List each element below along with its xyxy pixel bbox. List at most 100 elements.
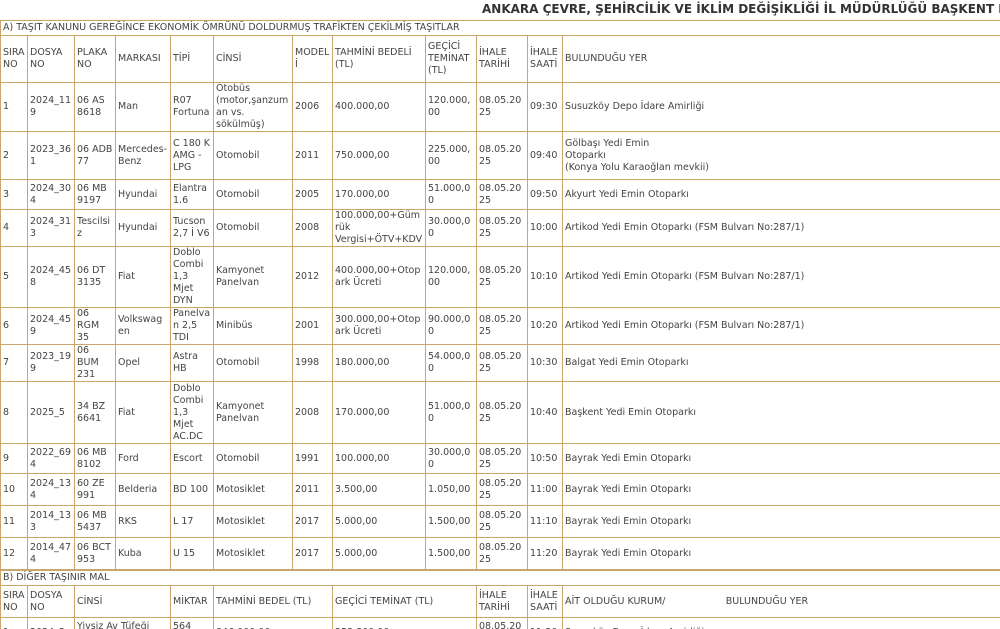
cell: RKS bbox=[115, 505, 171, 538]
cell: 08.05.2025 bbox=[476, 307, 528, 345]
cell: Belderia bbox=[115, 473, 171, 506]
cell: 08.05.2025 bbox=[476, 537, 528, 570]
data-row: 10 2024_134 60 ZE 991 Belderia BD 100 Motosik… bbox=[0, 473, 1000, 506]
cell: 1 bbox=[0, 82, 28, 132]
cell: 180.000,00 bbox=[332, 344, 426, 382]
column-header: MARKASI bbox=[115, 35, 171, 83]
column-header: TİPİ bbox=[170, 35, 214, 83]
cell: Yivsiz Av Tüfeği (2.el) bbox=[74, 617, 171, 629]
cell: 2022_694 bbox=[27, 443, 75, 474]
cell: Minibüs bbox=[213, 307, 293, 345]
cell: 34 BZ 6641 bbox=[74, 381, 116, 444]
cell: 11:20 bbox=[527, 537, 563, 570]
cell: 2008 bbox=[292, 209, 333, 247]
cell: 5.000,00 bbox=[332, 505, 426, 538]
cell: Kamyonet Panelvan bbox=[213, 246, 293, 308]
cell: 8 bbox=[0, 381, 28, 444]
cell: 11:00 bbox=[527, 473, 563, 506]
cell: Man bbox=[115, 82, 171, 132]
section-table: B) DİĞER TAŞINIR MAL SIRA NO DOSYA NO CİNSİ… bbox=[0, 570, 1000, 629]
cell: 2014_474 bbox=[27, 537, 75, 570]
cell: 564 adet bbox=[170, 617, 214, 629]
column-header: CİNSİ bbox=[74, 585, 171, 618]
cell: Motosiklet bbox=[213, 505, 293, 538]
cell: 30.000,00 bbox=[425, 209, 477, 247]
cell: 06 AS 8618 bbox=[74, 82, 116, 132]
cell: 10:30 bbox=[527, 344, 563, 382]
cell: Akyurt Yedi Emin Otoparkı bbox=[561, 179, 1000, 210]
cell: Artikod Yedi Emin Otoparkı (FSM Bulvarı … bbox=[561, 209, 1000, 247]
section-title: A) TAŞIT KANUNU GEREĞİNCE EKONOMİK ÖMRÜN… bbox=[0, 20, 1000, 36]
cell: Opel bbox=[115, 344, 171, 382]
cell: 2024_2 bbox=[27, 617, 75, 629]
cell: 2025_5 bbox=[27, 381, 75, 444]
cell: 7 bbox=[0, 344, 28, 382]
cell: 2024_459 bbox=[27, 307, 75, 345]
cell: 2017 bbox=[292, 537, 333, 570]
cell: 06 DT 3135 bbox=[74, 246, 116, 308]
cell: Susuzköy Depo İdare Amirliği bbox=[561, 82, 1000, 132]
cell: Kuba bbox=[115, 537, 171, 570]
cell: Artikod Yedi Emin Otoparkı (FSM Bulvarı … bbox=[561, 246, 1000, 308]
cell: 11:10 bbox=[527, 505, 563, 538]
column-header: PLAKA NO bbox=[74, 35, 116, 83]
cell: Panelvan 2,5 TDI bbox=[170, 307, 214, 345]
cell: Bayrak Yedi Emin Otoparkı bbox=[561, 443, 1000, 474]
cell: 08.05.2025 bbox=[476, 617, 528, 629]
data-row: 2 2023_361 06 ADB 77 Mercedes-Benz C 180 K A… bbox=[0, 131, 1000, 180]
cell: 1.500,00 bbox=[425, 537, 477, 570]
cell: 09:50 bbox=[527, 179, 563, 210]
cell: Motosiklet bbox=[213, 473, 293, 506]
cell: 1.050,00 bbox=[425, 473, 477, 506]
section-table: A) TAŞIT KANUNU GEREĞİNCE EKONOMİK ÖMRÜN… bbox=[0, 20, 1000, 570]
cell: 2011 bbox=[292, 131, 333, 180]
cell: 4 bbox=[0, 209, 28, 247]
cell: 2024_134 bbox=[27, 473, 75, 506]
cell: Doblo Combi 1,3 Mjet DYN bbox=[170, 246, 214, 308]
cell: 6 bbox=[0, 307, 28, 345]
cell: 2012 bbox=[292, 246, 333, 308]
cell: 100.000,00+Gümrük Vergisi+ÖTV+KDV bbox=[332, 209, 426, 247]
cell: Hyundai bbox=[115, 179, 171, 210]
data-row: 5 2024_458 06 DT 3135 Fiat Doblo Combi 1,3 M… bbox=[0, 246, 1000, 308]
cell: 06 MB 9197 bbox=[74, 179, 116, 210]
cell: 2024_458 bbox=[27, 246, 75, 308]
column-header: İHALE SAATİ bbox=[527, 585, 563, 618]
cell: 2023_199 bbox=[27, 344, 75, 382]
data-row: 7 2023_199 06 BUM 231 Opel Astra HB Otomobil 1… bbox=[0, 344, 1000, 382]
cell: Otobüs (motor,şanzuman vs. sökülmüş) bbox=[213, 82, 293, 132]
cell: 10:40 bbox=[527, 381, 563, 444]
cell: 06 RGM 35 bbox=[74, 307, 116, 345]
cell: 11:30 bbox=[527, 617, 563, 629]
column-header: İHALE TARİHİ bbox=[476, 35, 528, 83]
cell: Fiat bbox=[115, 246, 171, 308]
cell: 1991 bbox=[292, 443, 333, 474]
cell: 100.000,00 bbox=[332, 443, 426, 474]
cell: 1 bbox=[0, 617, 28, 629]
cell: Escort bbox=[170, 443, 214, 474]
cell: 08.05.2025 bbox=[476, 344, 528, 382]
header-row: SIRA NO DOSYA NO PLAKA NO MARKASI TİPİ CİNSİ M… bbox=[0, 35, 1000, 83]
header-row: SIRA NO DOSYA NO CİNSİ MİKTAR TAHMİNİ BEDEL … bbox=[0, 585, 1000, 618]
cell: Mercedes-Benz bbox=[115, 131, 171, 180]
cell: 225.000,00 bbox=[425, 131, 477, 180]
cell: 10 bbox=[0, 473, 28, 506]
column-header: GEÇİCİ TEMİNAT (TL) bbox=[425, 35, 477, 83]
column-header: TAHMİNİ BEDEL (TL) bbox=[213, 585, 333, 618]
cell: 10:50 bbox=[527, 443, 563, 474]
cell: 06 BUM 231 bbox=[74, 344, 116, 382]
cell: 54.000,00 bbox=[425, 344, 477, 382]
data-row: 8 2025_5 34 BZ 6641 Fiat Doblo Combi 1,3 Mje… bbox=[0, 381, 1000, 444]
cell: 3.500,00 bbox=[332, 473, 426, 506]
cell: Kamyonet Panelvan bbox=[213, 381, 293, 444]
cell: 400.000,00+Otopark Ücreti bbox=[332, 246, 426, 308]
cell: 10:20 bbox=[527, 307, 563, 345]
cell: Hyundai bbox=[115, 209, 171, 247]
cell: 2011 bbox=[292, 473, 333, 506]
cell: 10:00 bbox=[527, 209, 563, 247]
tables: A) TAŞIT KANUNU GEREĞİNCE EKONOMİK ÖMRÜN… bbox=[0, 20, 1000, 629]
cell: 51.000,00 bbox=[425, 179, 477, 210]
data-row: 6 2024_459 06 RGM 35 Volkswagen Panelvan 2,5… bbox=[0, 307, 1000, 345]
cell: 06 ADB 77 bbox=[74, 131, 116, 180]
cell: Otomobil bbox=[213, 443, 293, 474]
